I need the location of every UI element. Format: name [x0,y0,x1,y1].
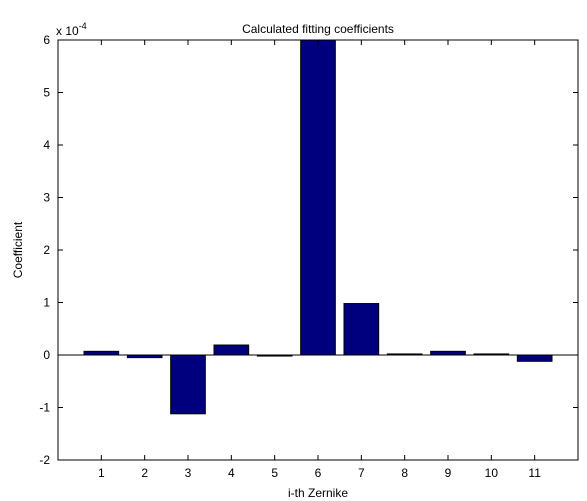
chart-title: Calculated fitting coefficients [242,22,394,36]
x-tick-label-10: 10 [485,466,499,480]
x-tick-label-8: 8 [401,466,408,480]
bar-6 [300,39,336,356]
y-tick-label--1: -1 [39,401,50,415]
bar-1 [83,350,120,356]
y-tick-label-4: 4 [43,138,50,152]
y-tick-label-2: 2 [43,243,50,257]
y-axis-label: Coefficient [11,221,25,278]
y-tick-label--2: -2 [39,453,50,467]
x-tick-label-5: 5 [271,466,278,480]
x-tick-label-3: 3 [185,466,192,480]
y-tick-label-5: 5 [43,86,50,100]
bar-11 [516,354,553,362]
bar-7 [343,303,380,356]
y-axis-exponent: x 10-4 [56,21,87,38]
x-tick-label-11: 11 [528,466,541,480]
axes-box [57,39,579,461]
x-tick-label-9: 9 [445,466,452,480]
ticks-group: 1 2 3 4 5 6 7 8 9 10 11 -2 -1 0 1 2 3 4 5 6 [39,33,578,480]
y-tick-label-1: 1 [43,296,50,310]
x-tick-label-7: 7 [358,466,365,480]
bar-4 [213,344,250,356]
bar-3 [170,354,206,415]
x-axis-label: i-th Zernike [288,486,348,500]
y-axis-exponent-power: -4 [79,21,87,31]
bars-group [83,39,553,415]
x-tick-label-6: 6 [315,466,322,480]
x-tick-label-2: 2 [141,466,148,480]
y-tick-label-6: 6 [43,33,50,47]
y-tick-label-3: 3 [43,191,50,205]
bar-9 [430,350,466,356]
x-tick-label-1: 1 [98,466,105,480]
y-tick-label-0: 0 [43,348,50,362]
x-tick-label-4: 4 [228,466,235,480]
